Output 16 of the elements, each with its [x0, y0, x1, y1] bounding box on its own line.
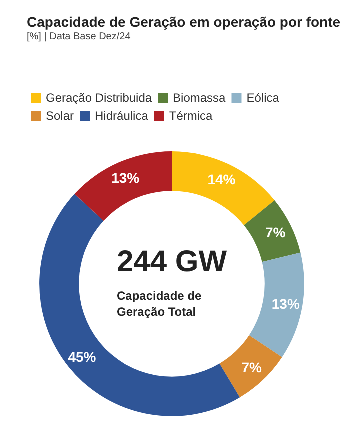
legend-label: Hidráulica — [95, 109, 149, 123]
data-label: 7% — [242, 360, 262, 376]
text: Capacidade de Geração Total — [117, 289, 206, 319]
data-label: 7% — [266, 224, 286, 241]
data-label: 13% — [272, 296, 300, 312]
chart-subtitle: [%] | Data Base Dez/24 — [27, 32, 132, 42]
text: 244 GW — [116, 246, 228, 278]
legend-label: Solar — [46, 109, 74, 123]
data-label: 14% — [208, 172, 236, 188]
chart-title: Capacidade de Geração em operação por fonte — [27, 14, 341, 30]
data-label: 13% — [112, 170, 140, 186]
legend-label: Geração Distribuida — [46, 91, 152, 105]
legend-label: Térmica — [169, 109, 214, 123]
legend-label: Eólica — [246, 91, 280, 105]
data-label: 45% — [68, 348, 97, 365]
legend-label: Biomassa — [173, 91, 226, 105]
